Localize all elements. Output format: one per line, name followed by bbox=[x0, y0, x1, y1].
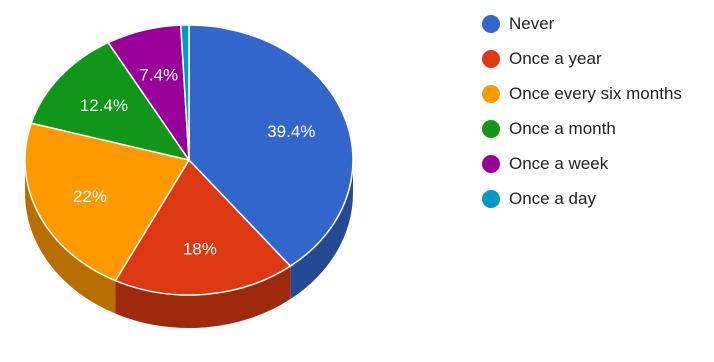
legend-swatch bbox=[482, 14, 500, 33]
legend-label: Once a month bbox=[509, 118, 616, 138]
slice-side-never bbox=[290, 160, 353, 300]
legend-item-once-a-year[interactable]: Once a year bbox=[482, 41, 682, 76]
pie-chart: 39.4% 18% 22% 12.4% 7.4% bbox=[24, 24, 354, 328]
legend-item-never[interactable]: Never bbox=[482, 6, 682, 41]
legend-item-once-a-week[interactable]: Once a week bbox=[482, 146, 682, 181]
legend-label: Once a day bbox=[509, 188, 596, 208]
legend-label: Once a year bbox=[509, 48, 602, 68]
slice-never[interactable] bbox=[188, 24, 354, 268]
slice-once-a-month[interactable] bbox=[30, 41, 191, 162]
slice-label-once-a-week: 7.4% bbox=[139, 65, 178, 84]
slice-side-once-a-year bbox=[115, 266, 291, 328]
legend-swatch bbox=[482, 119, 500, 138]
legend-swatch bbox=[482, 84, 500, 103]
slice-once-every-six-months[interactable] bbox=[24, 122, 191, 282]
slice-side-once-every-six-months bbox=[24, 160, 116, 314]
slice-label-once-a-year: 18% bbox=[183, 240, 217, 259]
legend: Never Once a year Once every six months Onc… bbox=[482, 6, 682, 216]
legend-label: Once a week bbox=[509, 153, 609, 173]
slice-label-once-every-six-months: 22% bbox=[73, 187, 107, 206]
slice-labels: 39.4% 18% 22% 12.4% 7.4% bbox=[73, 65, 315, 258]
legend-item-once-a-day[interactable]: Once a day bbox=[482, 181, 682, 216]
pie-slices bbox=[24, 24, 354, 296]
slice-once-a-day[interactable] bbox=[179, 24, 190, 161]
slice-once-a-year[interactable] bbox=[114, 158, 292, 296]
slice-label-never: 39.4% bbox=[267, 122, 315, 141]
legend-swatch bbox=[482, 154, 500, 173]
legend-item-once-a-month[interactable]: Once a month bbox=[482, 111, 682, 146]
legend-swatch bbox=[482, 49, 500, 68]
legend-swatch bbox=[482, 189, 500, 208]
pie-depth bbox=[24, 160, 353, 328]
slice-label-once-a-month: 12.4% bbox=[80, 96, 128, 115]
legend-item-once-every-six-months[interactable]: Once every six months bbox=[482, 76, 682, 111]
legend-label: Once every six months bbox=[509, 83, 682, 103]
legend-label: Never bbox=[509, 13, 555, 33]
